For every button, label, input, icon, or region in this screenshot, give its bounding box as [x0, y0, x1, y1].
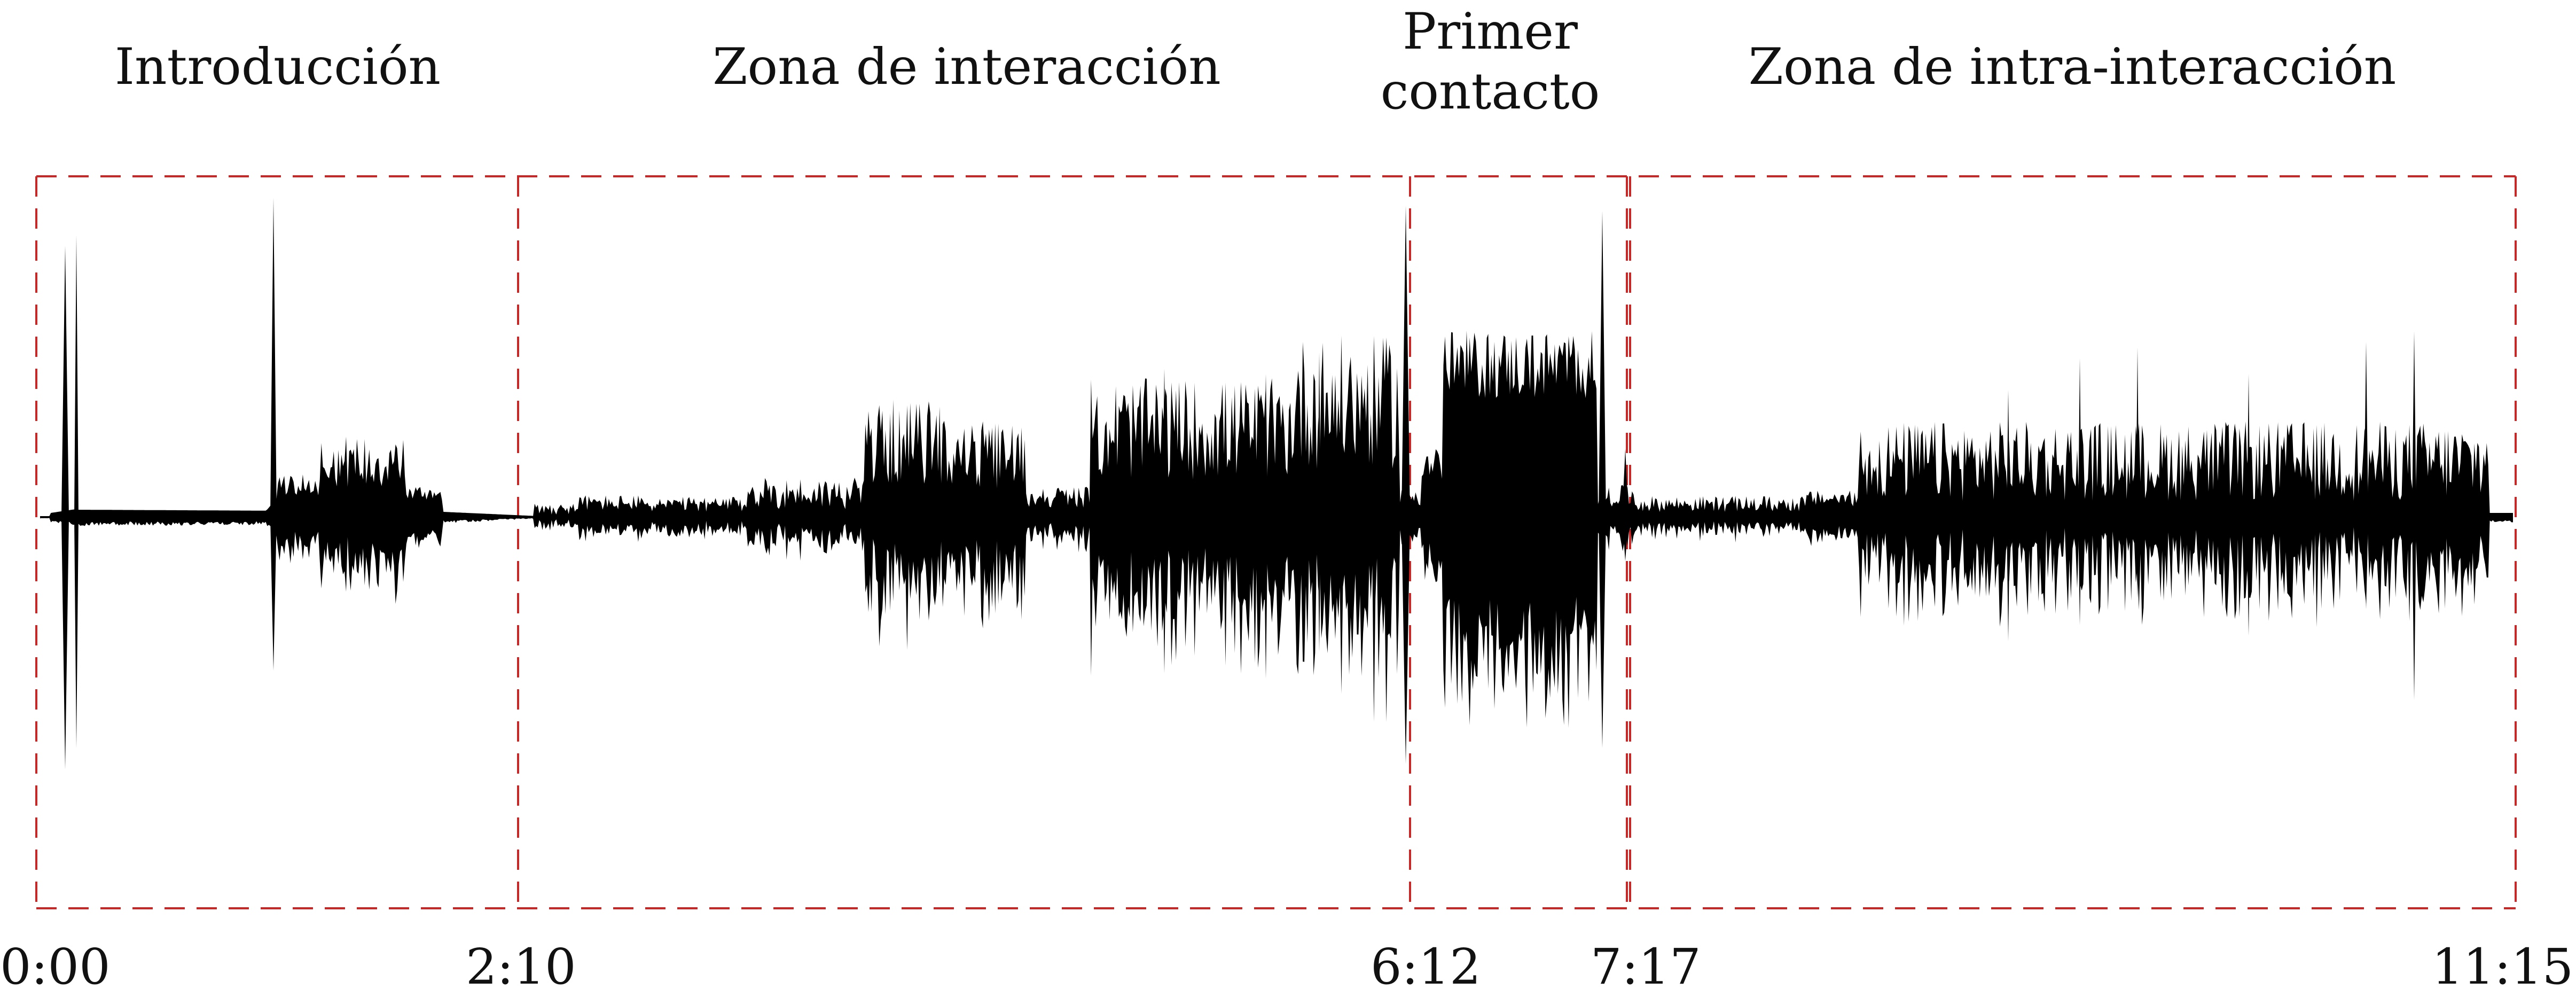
waveform-spikes — [61, 198, 2416, 769]
waveform-spike-8 — [2078, 358, 2081, 625]
waveform-spike-6 — [2364, 342, 2368, 609]
section-label-zona-de-interaccion: Zona de interacción — [712, 38, 1221, 96]
waveform-spike-13 — [1264, 374, 1268, 679]
time-mark-2: 6:12 — [1371, 938, 1481, 995]
waveform-spike-4 — [1599, 211, 1606, 748]
waveform-spike-7 — [2412, 331, 2416, 700]
time-mark-0: 0:00 — [0, 938, 111, 995]
waveform-spike-2 — [270, 198, 277, 671]
waveform-spike-9 — [2136, 347, 2139, 598]
waveform-spike-0 — [61, 246, 69, 769]
waveform-spike-14 — [1318, 353, 1321, 652]
waveform-spike-10 — [2247, 374, 2250, 636]
section-label-introduccion: Introducción — [114, 38, 441, 96]
audio-waveform — [40, 330, 2513, 728]
section-label-primer-contacto: Primer contacto — [1380, 3, 1600, 121]
time-mark-4: 11:15 — [2432, 938, 2574, 995]
section-boxes — [35, 175, 2517, 909]
waveform-envelope — [40, 330, 2513, 728]
waveform-spike-11 — [2007, 390, 2010, 641]
waveform-spike-3 — [1401, 206, 1410, 764]
section-label-zona-de-intra-interaccion: Zona de intra-interacción — [1748, 38, 2397, 96]
time-mark-1: 2:10 — [466, 938, 576, 995]
waveform-spike-1 — [74, 235, 79, 748]
time-mark-3: 7:17 — [1591, 938, 1701, 995]
waveform-spike-5 — [1622, 449, 1628, 561]
waveform-spike-12 — [1162, 369, 1166, 673]
